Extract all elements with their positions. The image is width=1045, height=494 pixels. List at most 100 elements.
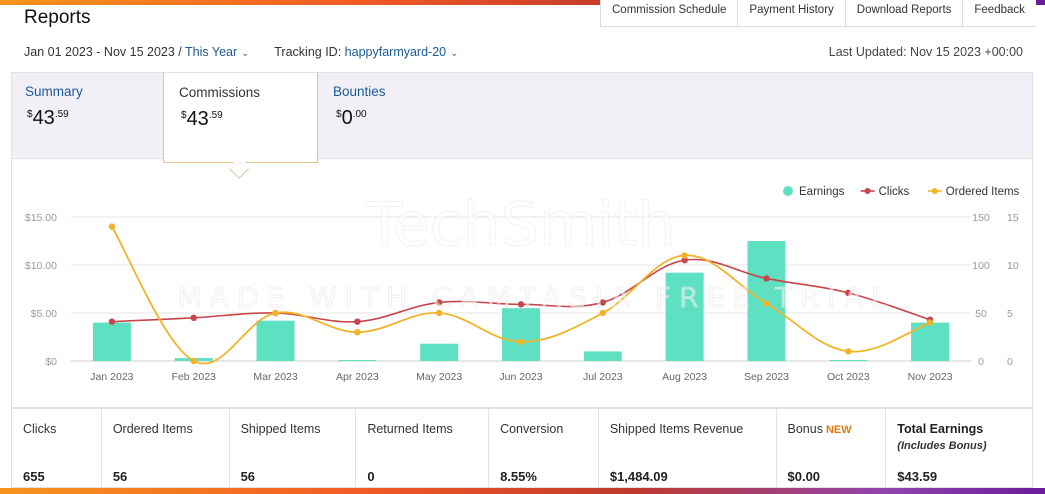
y-right-inner-tick-label: 0 [1007,356,1013,368]
date-range-text: Jan 01 2023 - Nov 15 2023 [24,45,175,59]
x-tick-label: Aug 2023 [662,371,707,383]
stat-ordered-items-value: 56 [112,469,128,484]
download-reports-link[interactable]: Download Reports [846,0,964,27]
y-left-tick-label: $0 [45,356,57,368]
clicks-point [435,299,443,306]
filter-row: Jan 01 2023 - Nov 15 2023 / This Year ⌄ T… [24,45,459,59]
y-right-outer-tick-label: 100 [972,260,990,272]
legend-dot [864,188,871,194]
page-title: Reports [24,7,91,28]
stat-shipped-items-label: Shipped Items [240,422,321,436]
earnings-bar [502,308,540,361]
ordered-items-point [354,329,361,336]
stat-shipped-revenue-label: Shipped Items Revenue [609,422,744,436]
stat-shipped-revenue-value: $1,484.09 [609,469,668,484]
x-tick-label: Oct 2023 [827,371,870,383]
y-left-tick-label: $10.00 [25,260,57,272]
chevron-down-icon: ⌄ [241,48,250,59]
y-right-outer-tick-label: 50 [975,308,987,320]
stat-returned-items: Returned Items 0 [356,409,490,487]
x-tick-label: Feb 2023 [172,371,217,383]
ordered-items-point [926,319,934,326]
clicks-point [763,275,770,282]
top-accent-bar [0,0,1045,5]
x-tick-label: Jun 2023 [499,371,542,383]
last-updated: Last Updated: Nov 15 2023 +00:00 [828,45,1023,59]
earnings-bar [665,272,704,361]
legend-swatch-earnings [783,186,793,196]
y-right-outer-tick-label: 0 [978,356,984,368]
commission-schedule-link[interactable]: Commission Schedule [601,0,739,27]
stat-bonus: Bonus NEW $0.00 [777,409,887,487]
clicks-point [599,299,607,306]
earnings-bar [583,351,622,361]
clicks-point [517,301,525,308]
watermark-logo: TechSmith [365,190,675,260]
y-left-tick-label: $5.00 [31,308,57,320]
tracking-id-label: Tracking ID: [274,45,342,59]
earnings-bar [92,322,131,361]
tab-summary-label: Summary [25,84,83,99]
stats-row: Clicks 655 Ordered Items 56 Shipped Item… [11,408,1033,488]
ordered-items-point [599,309,607,317]
earnings-bars [92,241,950,361]
stat-clicks: Clicks 655 [12,409,102,487]
stat-ordered-items: Ordered Items 56 [102,409,230,487]
legend-dot [931,188,938,194]
ordered-items-point [435,309,443,317]
date-preset-dropdown[interactable]: This Year ⌄ [185,45,250,59]
tracking-id-value: happyfarmyard-20 [344,45,447,59]
stat-clicks-label: Clicks [23,422,57,436]
clicks-point [354,318,361,325]
watermark-text: MADE WITH CAMTASIA FREE TRIAL [178,281,895,314]
stat-shipped-revenue: Shipped Items Revenue $1,484.09 [599,409,777,487]
stat-total-earnings-label: Total Earnings [897,422,984,436]
date-preset-label: This Year [185,45,238,59]
new-badge: NEW [825,424,852,436]
stat-total-earnings-sub: (Includes Bonus) [897,440,987,452]
clicks-point [108,318,116,325]
chart-grid [71,216,971,362]
clicks-point [681,257,688,264]
stat-returned-items-label: Returned Items [367,422,453,436]
clicks-point [845,289,852,297]
x-tick-label: May 2023 [416,371,462,383]
x-tick-label: Jan 2023 [90,371,133,383]
stat-conversion-value: 8.55% [500,469,537,484]
y-axis-right-outer: 0 50 100 150 [972,212,990,368]
tab-commissions[interactable]: Commissions $43.59 [163,72,318,163]
tab-bounties-amount: $0.00 [336,107,367,129]
tab-commissions-amount: $43.59 [181,108,223,130]
x-tick-label: Sep 2023 [744,371,789,383]
stat-total-earnings-value: $43.59 [897,469,938,484]
feedback-link[interactable]: Feedback [974,4,1025,16]
y-axis-left: $0 $5.00 $10.00 $15.00 [25,212,57,368]
ordered-items-point [763,300,770,307]
ordered-items-point [108,223,116,230]
ordered-items-point [517,338,525,345]
series-lines [108,223,934,365]
tab-summary[interactable]: Summary $43.59 [11,72,163,159]
tab-bounties-label: Bounties [333,84,386,99]
ordered-items-point [272,309,279,317]
stat-shipped-items: Shipped Items 56 [230,409,357,487]
x-tick-label: Mar 2023 [253,371,298,383]
x-tick-label: Nov 2023 [908,371,953,383]
x-tick-label: Apr 2023 [336,371,379,383]
x-axis-labels: Jan 2023 Feb 2023 Mar 2023 Apr 2023 May 2023… [90,371,952,383]
stat-shipped-items-value: 56 [240,469,256,484]
y-right-outer-tick-label: 150 [972,212,990,224]
stat-conversion-label: Conversion [500,422,564,436]
stat-total-earnings: Total Earnings (Includes Bonus) $43.59 [886,409,1032,487]
tracking-id-dropdown[interactable]: happyfarmyard-20 ⌄ [345,45,459,59]
y-right-inner-tick-label: 15 [1007,212,1019,224]
stat-clicks-value: 655 [23,469,45,484]
legend-label: Ordered Items [946,186,1020,198]
y-left-tick-label: $15.00 [25,212,57,224]
earnings-bar [420,343,459,361]
payment-history-link[interactable]: Payment History [738,0,846,27]
x-tick-label: Jul 2023 [583,371,623,383]
stat-bonus-label: Bonus NEW [787,422,852,436]
stat-conversion: Conversion 8.55% [489,409,599,487]
tab-bounties[interactable]: Bounties $0.00 [320,72,470,159]
